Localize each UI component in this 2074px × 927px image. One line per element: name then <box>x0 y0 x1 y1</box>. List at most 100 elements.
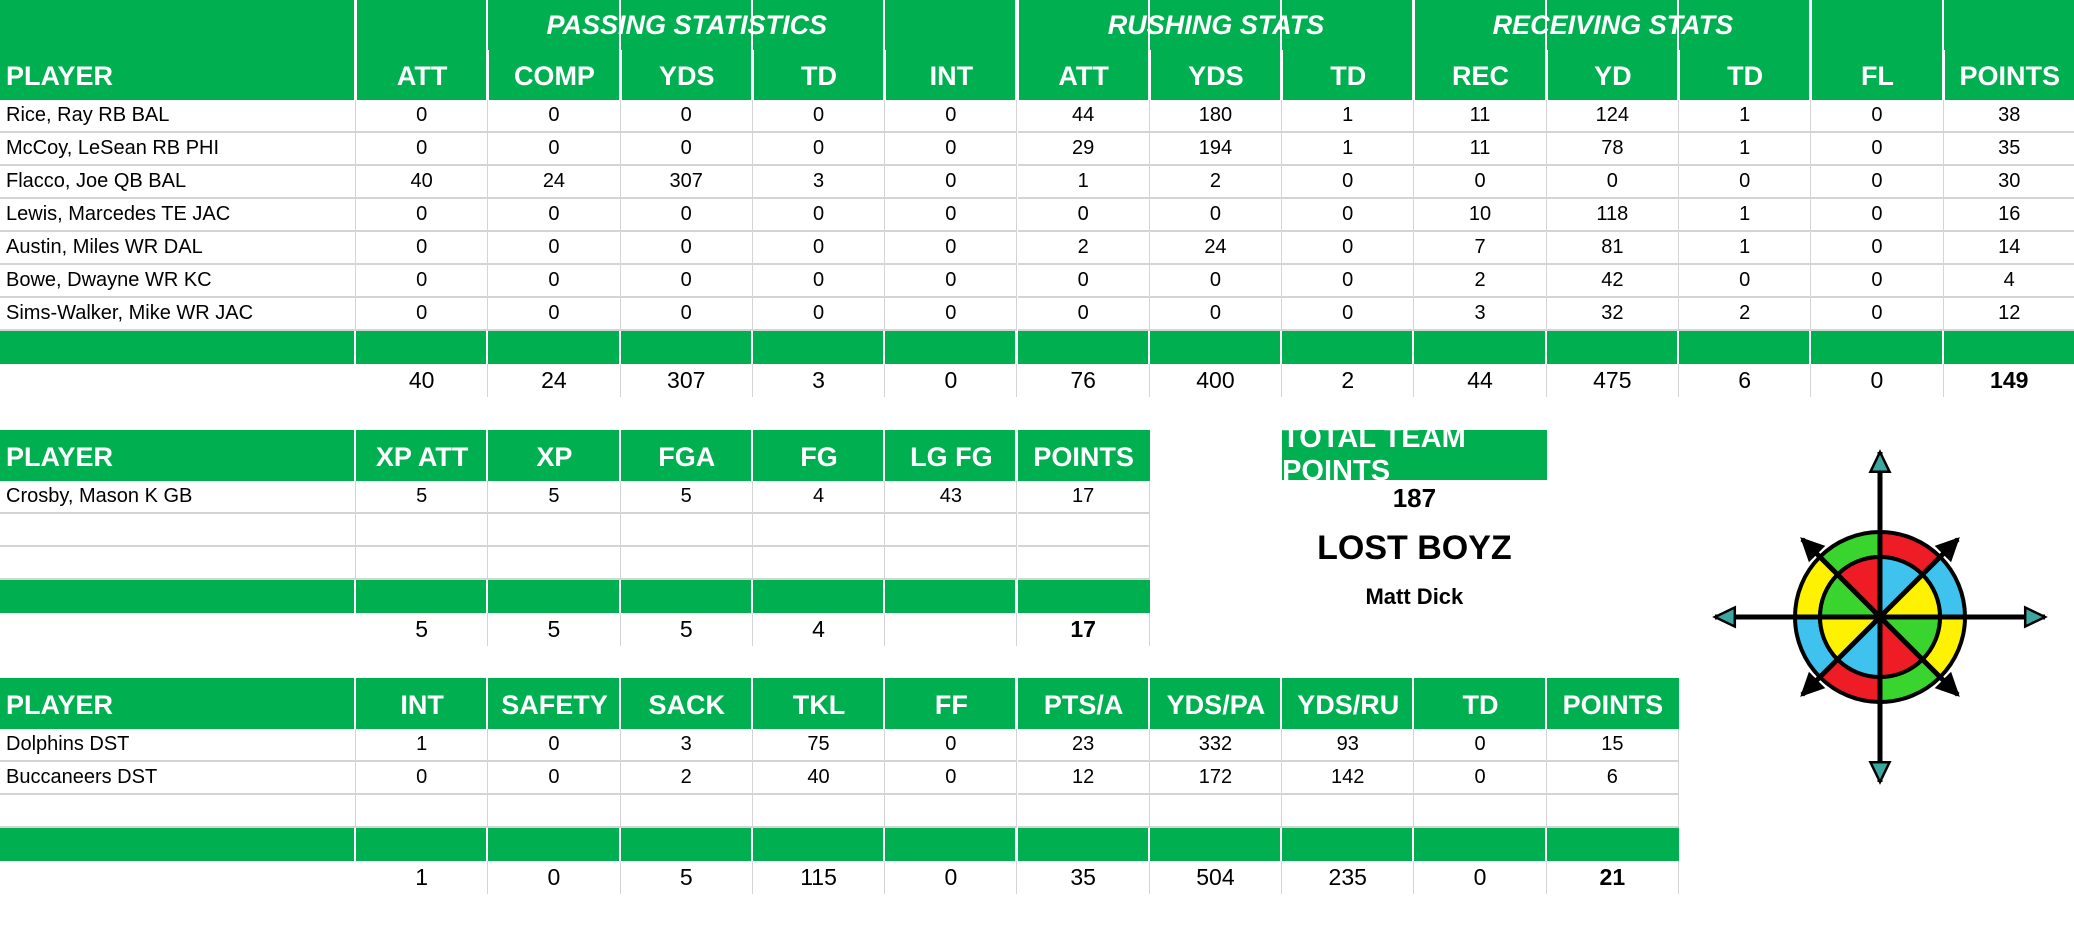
column-header-points[interactable]: POINTS <box>1959 61 2060 91</box>
total-cell: 5 <box>488 613 621 646</box>
stat-cell: 3 <box>752 166 886 199</box>
column-header-player[interactable]: PLAYER <box>6 690 114 720</box>
totals-separator-band <box>0 828 354 861</box>
column-header-tkl[interactable]: TKL <box>792 690 846 720</box>
defense-header-bg <box>356 678 487 729</box>
stat-cell: 14 <box>1943 232 2074 265</box>
stat-cell: 78 <box>1546 133 1679 166</box>
stat-cell: 24 <box>488 166 621 199</box>
stat-cell: 0 <box>1017 199 1150 232</box>
stat-cell: 0 <box>1679 265 1812 298</box>
column-header-lg-fg[interactable]: LG FG <box>910 442 993 472</box>
column-header-td[interactable]: TD <box>1462 690 1499 720</box>
column-header-points[interactable]: POINTS <box>1562 690 1664 720</box>
column-header-comp[interactable]: COMP <box>513 61 595 91</box>
stat-cell: 3 <box>1414 298 1547 331</box>
total-cell: 76 <box>1018 364 1150 397</box>
stat-cell: 0 <box>620 265 753 298</box>
column-header-att[interactable]: ATT <box>1058 61 1109 91</box>
column-header-int[interactable]: INT <box>929 61 974 91</box>
kicker-header-bg <box>885 430 1016 481</box>
column-header-player[interactable]: PLAYER <box>6 61 114 91</box>
stat-cell <box>885 795 1018 828</box>
column-divider <box>1015 50 1019 100</box>
column-header-points[interactable]: POINTS <box>1033 442 1134 472</box>
column-header-xp-att[interactable]: XP ATT <box>375 442 469 472</box>
stat-cell: 6 <box>1546 762 1679 795</box>
column-header-td[interactable]: TD <box>801 61 838 91</box>
stat-cell: 0 <box>885 133 1018 166</box>
player-name-cell <box>0 795 356 828</box>
stat-cell: 0 <box>356 199 489 232</box>
column-header-fga[interactable]: FGA <box>658 442 716 472</box>
stat-cell <box>488 514 621 547</box>
totals-separator-band <box>488 580 619 613</box>
totals-separator-band <box>885 331 1016 364</box>
column-header-player[interactable]: PLAYER <box>6 442 114 472</box>
totals-separator-band <box>1282 331 1413 364</box>
column-header-td[interactable]: TD <box>1330 61 1367 91</box>
offense-header-bg <box>488 0 619 100</box>
stat-cell: 1 <box>1679 232 1812 265</box>
total-cell: 35 <box>1018 861 1150 894</box>
totals-separator-band <box>1282 828 1413 861</box>
stat-cell: 0 <box>752 232 886 265</box>
defense-header-bg <box>1414 678 1545 729</box>
totals-separator-band <box>0 331 354 364</box>
total-cell: 6 <box>1679 364 1812 397</box>
column-header-yds-ru[interactable]: YDS/RU <box>1297 690 1400 720</box>
column-header-pts-a[interactable]: PTS/A <box>1043 690 1124 720</box>
stat-cell: 0 <box>1811 232 1944 265</box>
stat-cell: 0 <box>1282 298 1415 331</box>
stat-cell: 1 <box>1679 133 1812 166</box>
totals-separator-band <box>1679 331 1810 364</box>
column-header-fg[interactable]: FG <box>800 442 838 472</box>
stat-cell: 1 <box>1017 166 1150 199</box>
column-header-ff[interactable]: FF <box>934 690 968 720</box>
stat-cell: 0 <box>488 265 621 298</box>
column-header-td[interactable]: TD <box>1727 61 1764 91</box>
total-cell: 3 <box>753 364 886 397</box>
stat-cell <box>1017 514 1150 547</box>
stat-cell: 0 <box>1679 166 1812 199</box>
stat-cell: 124 <box>1546 100 1679 133</box>
stat-cell: 0 <box>1414 166 1547 199</box>
column-header-yd[interactable]: YD <box>1594 61 1632 91</box>
column-header-xp[interactable]: XP <box>536 442 573 472</box>
stat-cell <box>1546 795 1679 828</box>
stat-cell: 0 <box>488 232 621 265</box>
column-divider <box>1677 50 1680 100</box>
column-header-fl[interactable]: FL <box>1860 61 1894 91</box>
column-divider <box>618 50 622 100</box>
stat-cell <box>620 547 753 580</box>
stat-cell: 24 <box>1149 232 1283 265</box>
column-header-yds-pa[interactable]: YDS/PA <box>1166 690 1266 720</box>
stat-cell <box>620 795 753 828</box>
stat-cell: 93 <box>1282 729 1415 762</box>
stat-cell: 0 <box>885 729 1018 762</box>
stat-cell: 5 <box>356 481 489 514</box>
stat-cell: 0 <box>356 232 489 265</box>
player-name-cell: Austin, Miles WR DAL <box>0 232 356 265</box>
column-header-int[interactable]: INT <box>400 690 444 720</box>
stat-cell: 0 <box>1811 166 1944 199</box>
stat-cell: 0 <box>356 100 489 133</box>
column-header-yds[interactable]: YDS <box>1188 61 1244 91</box>
stat-cell <box>1414 795 1547 828</box>
column-header-safety[interactable]: SAFETY <box>501 690 608 720</box>
totals-separator-band <box>1149 331 1281 364</box>
stat-cell: 43 <box>885 481 1018 514</box>
stat-cell: 0 <box>620 100 753 133</box>
defense-header-bg <box>752 678 884 729</box>
offense-header-bg <box>1943 0 2074 100</box>
total-cell: 0 <box>1811 364 1944 397</box>
column-header-yds[interactable]: YDS <box>658 61 715 91</box>
stat-cell: 1 <box>1282 133 1415 166</box>
column-header-sack[interactable]: SACK <box>648 690 725 720</box>
total-cell: 0 <box>488 861 621 894</box>
column-header-att[interactable]: ATT <box>396 61 448 91</box>
column-header-rec[interactable]: REC <box>1452 61 1510 91</box>
offense-header-bg <box>752 0 884 100</box>
stat-cell: 1 <box>1282 100 1415 133</box>
total-cell: 1 <box>356 861 489 894</box>
